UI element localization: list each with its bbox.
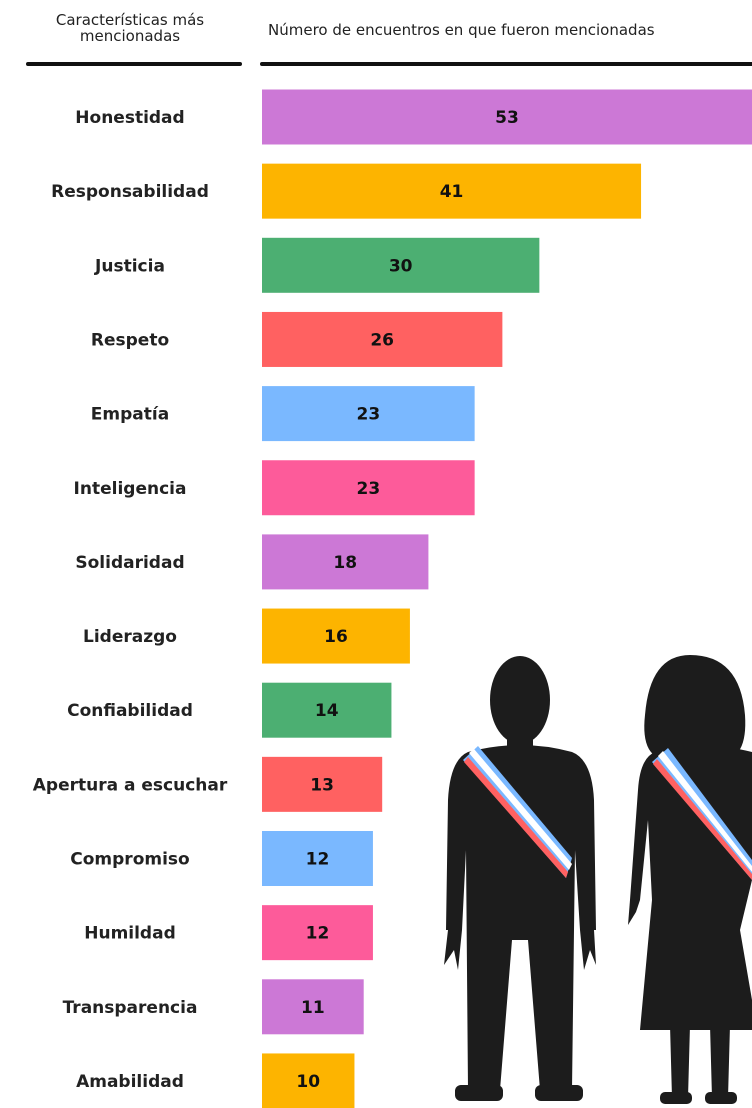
category-label: Humildad (84, 924, 176, 944)
category-label: Justicia (94, 256, 165, 276)
category-label: Compromiso (70, 850, 189, 870)
category-label: Inteligencia (74, 479, 187, 499)
value-label: 23 (356, 479, 380, 499)
value-label: 30 (389, 256, 413, 276)
man-silhouette (444, 656, 596, 1101)
value-label: 18 (333, 553, 357, 573)
category-label: Responsabilidad (51, 182, 209, 202)
category-label: Liderazgo (83, 627, 177, 647)
category-label: Solidaridad (75, 553, 184, 573)
value-label: 10 (296, 1072, 320, 1092)
category-label: Amabilidad (76, 1072, 184, 1092)
woman-silhouette (628, 655, 752, 1104)
value-label: 26 (370, 330, 394, 350)
page: Características más mencionadas Número d… (0, 0, 752, 1108)
value-label: 53 (495, 108, 519, 128)
category-label: Confiabilidad (67, 701, 193, 721)
category-label: Apertura a escuchar (33, 775, 228, 795)
value-label: 12 (306, 924, 330, 944)
category-label: Honestidad (75, 108, 184, 128)
category-label: Respeto (91, 330, 169, 350)
value-label: 11 (301, 998, 325, 1018)
value-label: 23 (356, 405, 380, 425)
value-label: 12 (306, 850, 330, 870)
value-label: 14 (315, 701, 339, 721)
value-label: 41 (440, 182, 464, 202)
chart: Honestidad 53 Responsabilidad 41 Justicia 30 R… (0, 0, 752, 1108)
category-label: Empatía (91, 405, 169, 425)
category-label: Transparencia (63, 998, 198, 1018)
value-label: 16 (324, 627, 348, 647)
value-label: 13 (310, 775, 334, 795)
